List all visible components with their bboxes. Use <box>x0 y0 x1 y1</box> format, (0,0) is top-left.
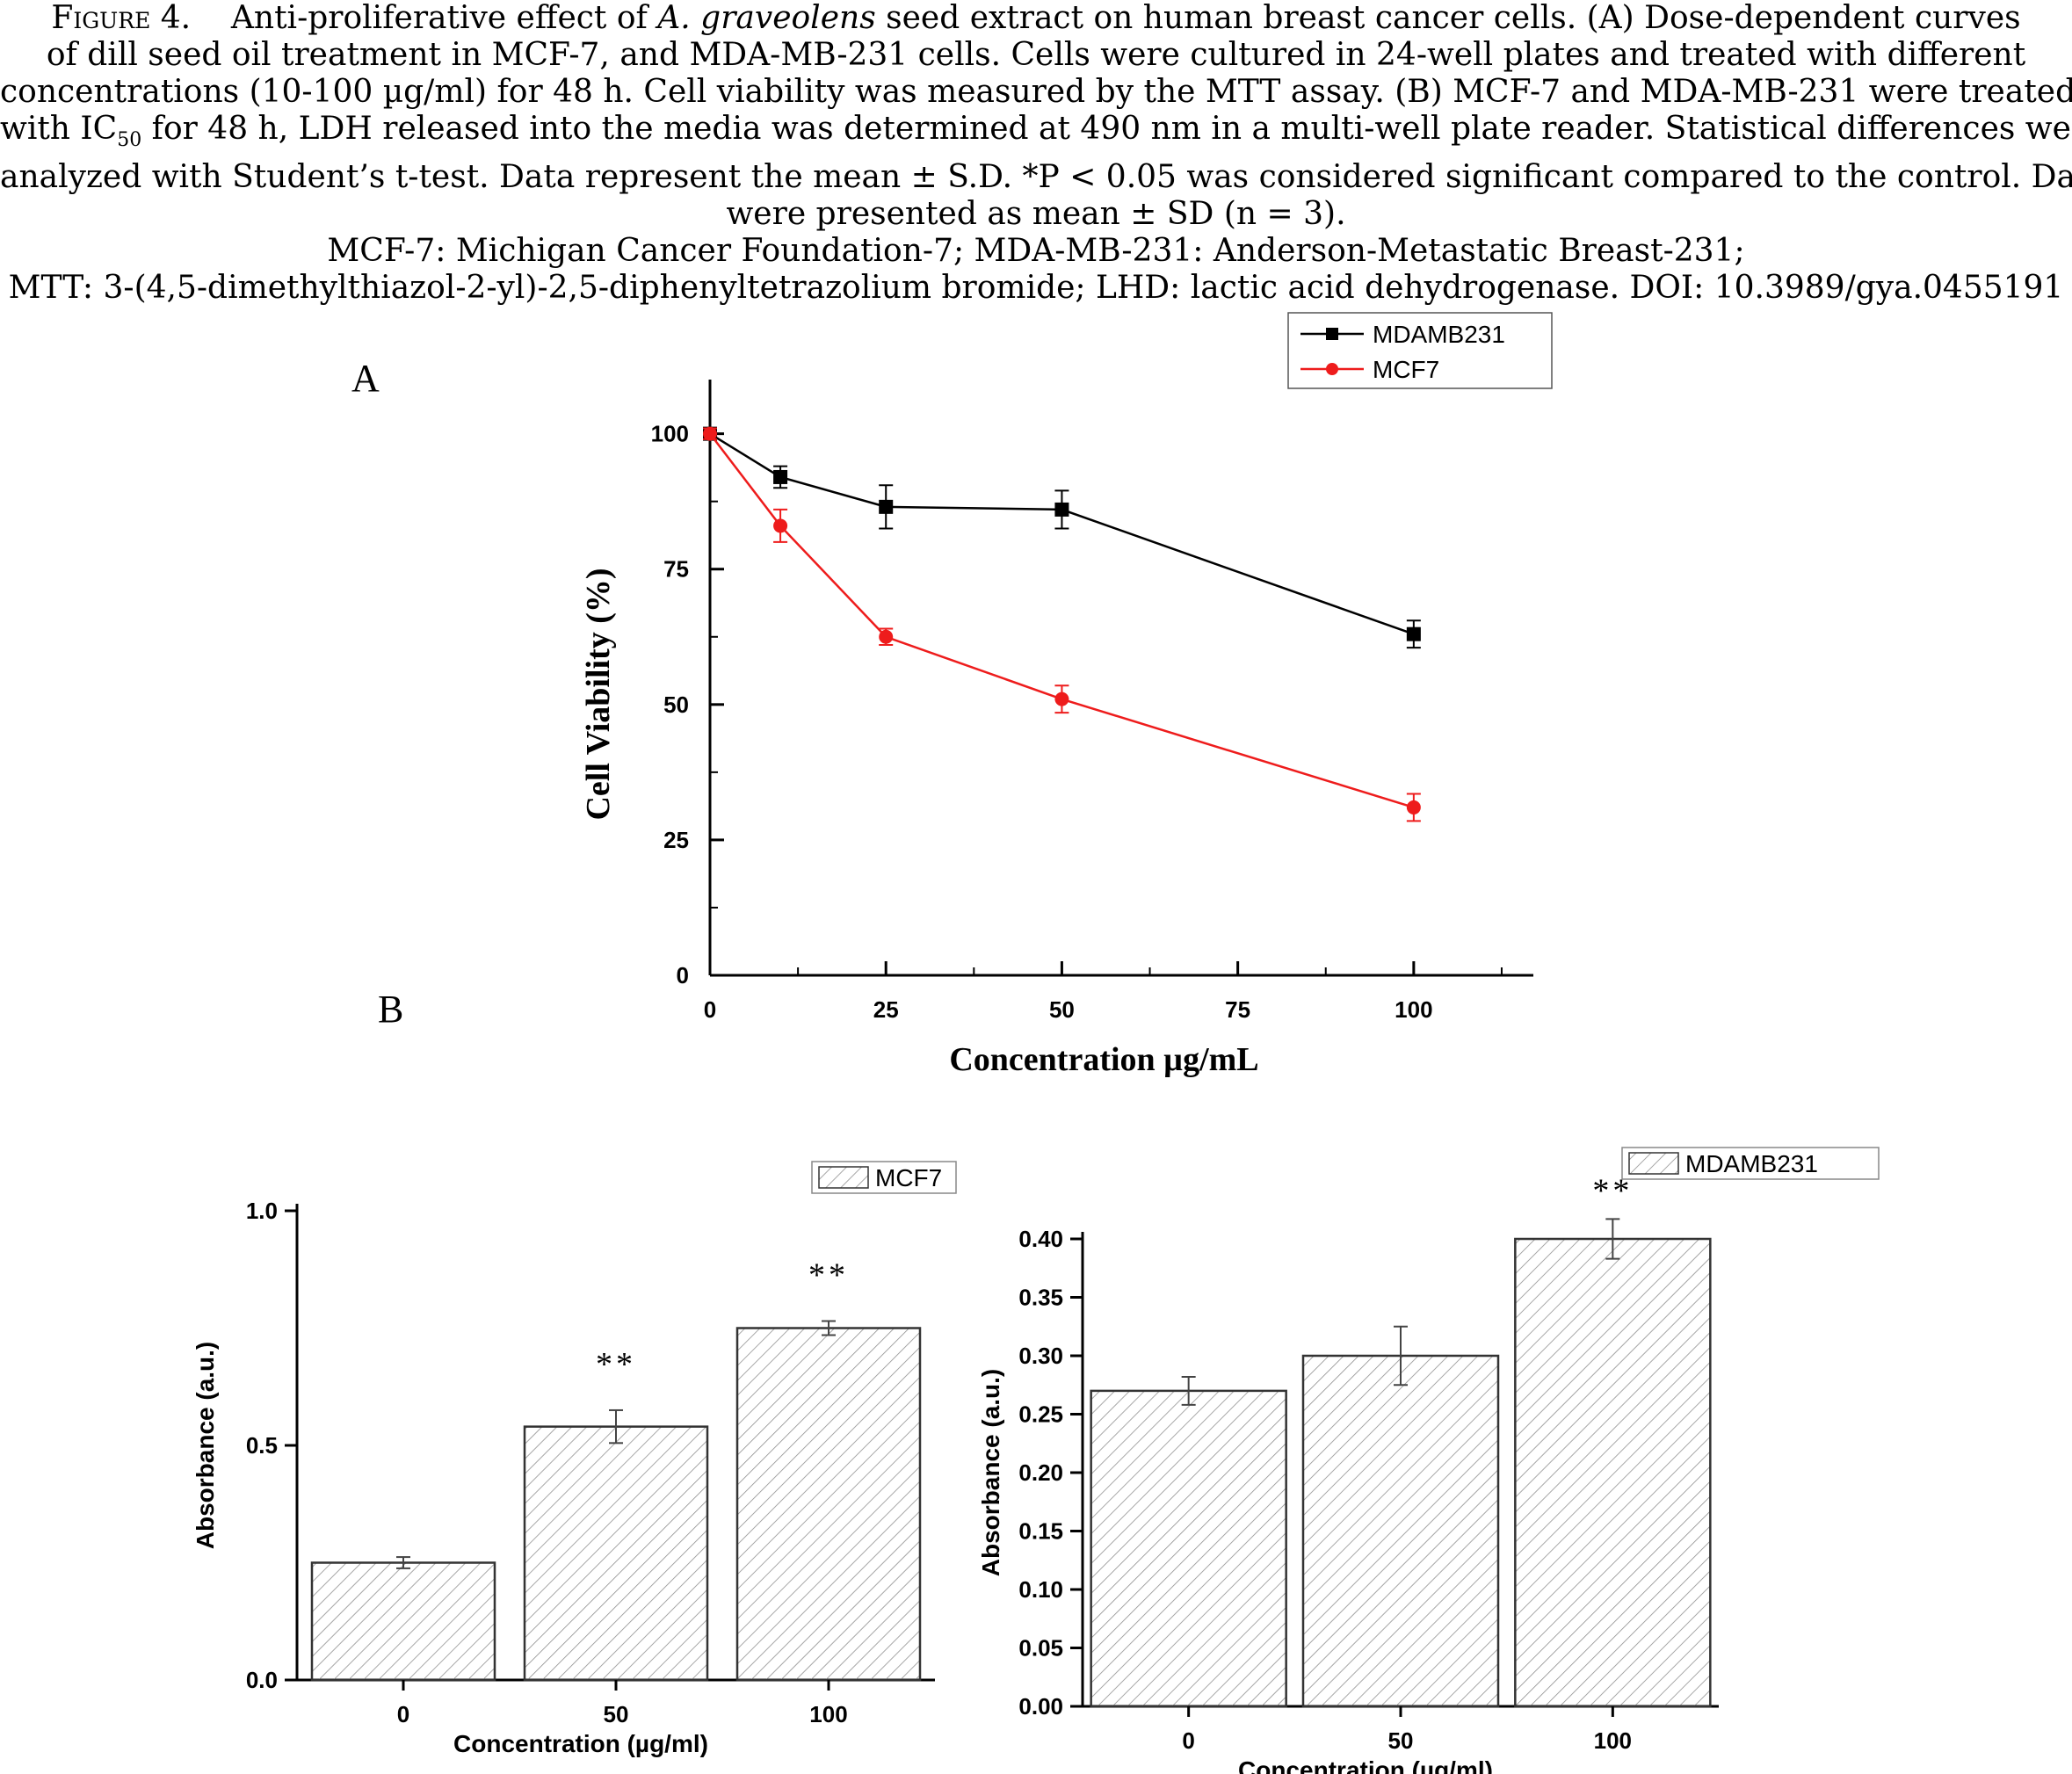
caption-line-6: were presented as mean ± SD (n = 3). <box>726 196 1346 233</box>
y-tick-label: 0 <box>677 962 689 988</box>
y-tick-label: 100 <box>651 421 689 447</box>
species-name: A. graveolens <box>657 0 876 36</box>
y-tick-label: 75 <box>663 556 689 583</box>
y-tick-label: 0.20 <box>1018 1459 1063 1486</box>
legend-swatch <box>1628 1152 1679 1175</box>
bar <box>523 1425 709 1682</box>
chart-b-mcf7-ldh: 0.0 0.5 1.0 0 50 ** 100 ** Concentration (µg/ml)… <box>192 1161 957 1757</box>
y-tick-label: 0.40 <box>1018 1226 1063 1252</box>
bar <box>310 1561 496 1682</box>
caption-line-1: Figure 4. Anti-proliferative effect of A… <box>0 0 2072 37</box>
x-tick-label: 50 <box>604 1701 629 1727</box>
caption-line-7: MCF-7: Michigan Cancer Foundation-7; MDA… <box>327 233 1745 270</box>
y-axis-title: Cell Viability (%) <box>580 568 617 820</box>
data-point-mcf7 <box>1054 691 1069 706</box>
caption-text: for 48 h, LDH released into the media wa… <box>141 111 2072 147</box>
y-tick-label: 25 <box>663 827 689 853</box>
bar <box>1301 1354 1500 1708</box>
bar <box>1514 1237 1712 1708</box>
legend-marker <box>1326 328 1338 340</box>
significance-marker: ** <box>808 1256 849 1293</box>
data-point-mcf7 <box>1406 800 1421 815</box>
legend-marker <box>1326 363 1338 375</box>
legend-label: MDAMB231 <box>1373 321 1505 348</box>
y-axis-title: Absorbance (a.u.) <box>192 1342 219 1549</box>
y-tick-label: 0.5 <box>246 1432 278 1459</box>
data-point-mcf7 <box>773 518 788 533</box>
caption-line-8: MTT: 3-(4,5-dimethylthiazol-2-yl)-2,5-di… <box>8 270 2064 307</box>
x-tick-label: 50 <box>1388 1727 1414 1754</box>
significance-marker: ** <box>596 1346 636 1383</box>
data-point-mdamb231 <box>1406 626 1421 641</box>
x-tick-label: 100 <box>809 1701 847 1727</box>
x-axis-title: Concentration µg/mL <box>949 1041 1258 1078</box>
x-tick-label: 100 <box>1395 996 1432 1023</box>
data-point-mcf7 <box>879 629 894 644</box>
y-tick-label: 50 <box>663 691 689 718</box>
x-tick-label: 0 <box>1182 1727 1194 1754</box>
legend-label: MCF7 <box>1373 356 1439 383</box>
y-tick-label: 0.25 <box>1018 1401 1063 1428</box>
bar <box>1090 1389 1287 1708</box>
x-tick-label: 50 <box>1049 996 1075 1023</box>
caption-text: Anti-proliferative effect of <box>230 0 658 36</box>
data-point-mcf7 <box>703 426 717 441</box>
panel-label-b: B <box>378 988 403 1031</box>
legend-box <box>1287 312 1553 389</box>
y-axis-title: Absorbance (a.u.) <box>977 1369 1004 1576</box>
x-axis-title: Concentration (µg/ml) <box>1238 1756 1493 1774</box>
caption-line-3: concentrations (10-100 µg/ml) for 48 h. … <box>0 74 2072 110</box>
y-tick-label: 0.05 <box>1018 1635 1063 1662</box>
y-tick-label: 0.15 <box>1018 1518 1063 1545</box>
figure-caption: Figure 4. Anti-proliferative effect of A… <box>0 0 2072 307</box>
y-tick-label: 1.0 <box>246 1198 278 1224</box>
y-tick-label: 0.35 <box>1018 1285 1063 1311</box>
legend-label: MCF7 <box>875 1164 942 1191</box>
x-tick-label: 25 <box>873 996 899 1023</box>
caption-text: with IC <box>0 111 118 147</box>
x-tick-label: 0 <box>704 996 716 1023</box>
x-tick-label: 75 <box>1225 996 1250 1023</box>
figure-label: Figure 4. <box>51 0 192 36</box>
y-tick-label: 0.10 <box>1018 1576 1063 1603</box>
y-tick-label: 0.00 <box>1018 1693 1063 1720</box>
bar <box>735 1327 922 1682</box>
caption-text: seed extract on human breast cancer cell… <box>875 0 2021 36</box>
y-tick-label: 0.0 <box>246 1667 278 1693</box>
legend-swatch <box>818 1166 869 1189</box>
panel-label-a: A <box>351 357 380 400</box>
y-tick-label: 0.30 <box>1018 1343 1063 1369</box>
legend-label: MDAMB231 <box>1685 1150 1818 1177</box>
caption-line-4: with IC50 for 48 h, LDH released into th… <box>0 111 2072 159</box>
data-point-mdamb231 <box>879 499 894 514</box>
caption-line-2: of dill seed oil treatment in MCF-7, and… <box>46 37 2026 73</box>
chart-a-cell-viability: 0 25 50 75 100 0 25 50 75 100 Concentration µg/mL C… <box>580 312 1553 1078</box>
x-axis-title: Concentration (µg/ml) <box>453 1730 708 1757</box>
x-tick-label: 0 <box>397 1701 409 1727</box>
data-point-mdamb231 <box>773 469 788 484</box>
chart-b-mdamb231-ldh: 0.00 0.05 0.10 0.15 0.20 0.25 0.30 0.35 0.40 0 50 1… <box>977 1147 1880 1774</box>
series-line-mdamb231 <box>709 432 1415 635</box>
x-tick-label: 100 <box>1594 1727 1632 1754</box>
data-point-mdamb231 <box>1054 502 1069 517</box>
caption-line-5: analyzed with Student’s t-test. Data rep… <box>0 159 2072 196</box>
ic50-subscript: 50 <box>117 129 142 152</box>
